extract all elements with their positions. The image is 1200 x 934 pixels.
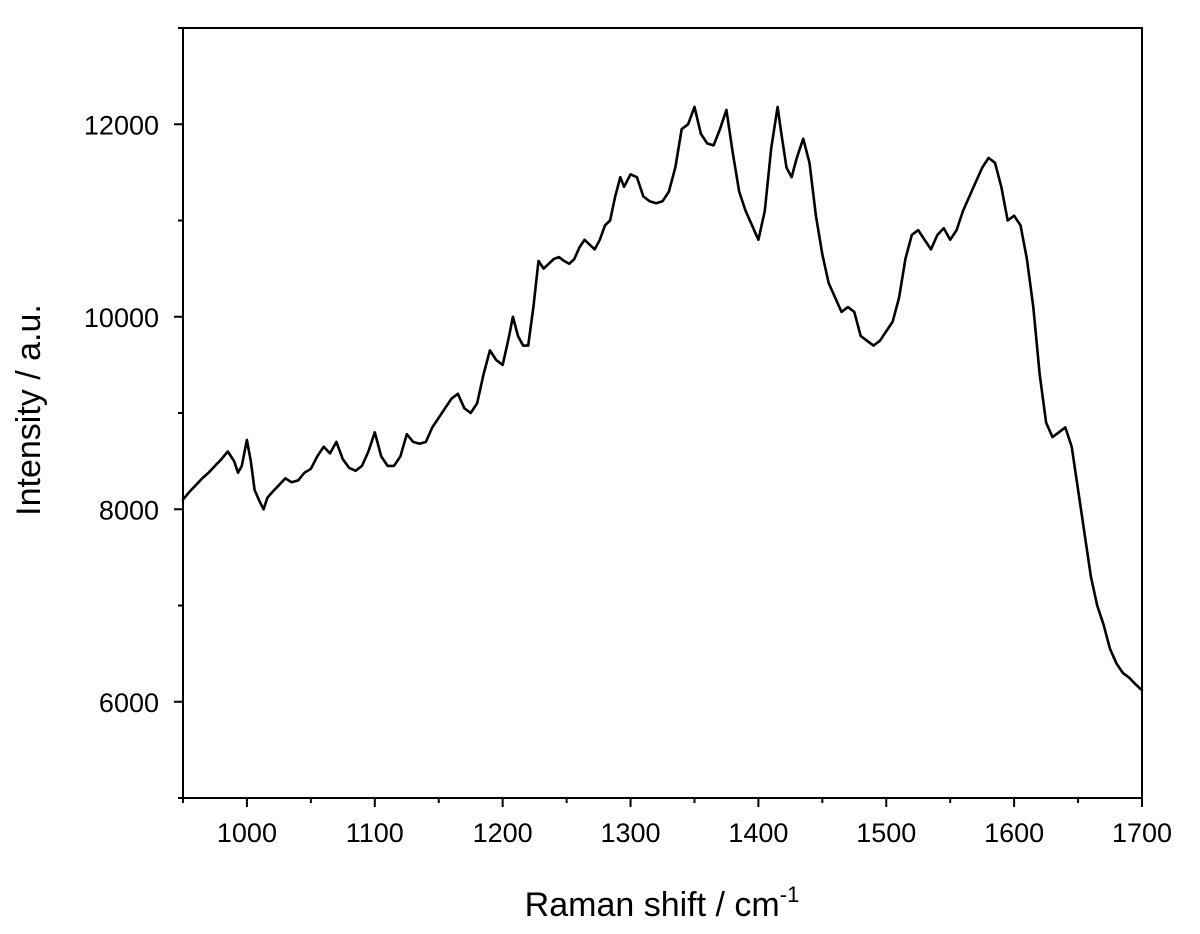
- x-tick-label: 1200: [473, 818, 533, 848]
- plot-frame: [182, 27, 1143, 799]
- x-axis-ticks: 1000 1100 1200 1300 1400 1500 1600 1700: [182, 798, 1172, 848]
- x-tick-label: 1000: [217, 818, 277, 848]
- x-axis-title: Raman shift / cm-1: [525, 882, 800, 924]
- y-axis-ticks: 6000 8000 10000 12000: [84, 27, 183, 799]
- x-tick-label: 1300: [600, 818, 660, 848]
- y-tick-label: 8000: [99, 495, 159, 525]
- x-tick-label: 1100: [346, 818, 404, 848]
- plot-border: [182, 27, 1143, 799]
- y-tick-label: 10000: [84, 303, 159, 333]
- x-tick-label: 1700: [1112, 818, 1172, 848]
- y-tick-label: 12000: [84, 110, 159, 140]
- series-layer: [181, 105, 1144, 692]
- x-tick-label: 1600: [984, 818, 1044, 848]
- x-axis-title-text: Raman shift / cm: [525, 886, 780, 924]
- x-tick-label: 1400: [728, 818, 788, 848]
- spectrum-line: [181, 105, 1144, 692]
- y-tick-label: 6000: [99, 688, 159, 718]
- x-tick-label: 1500: [856, 818, 916, 848]
- y-axis-title: Intensity / a.u.: [10, 304, 48, 516]
- x-axis-title-superscript: -1: [780, 882, 800, 907]
